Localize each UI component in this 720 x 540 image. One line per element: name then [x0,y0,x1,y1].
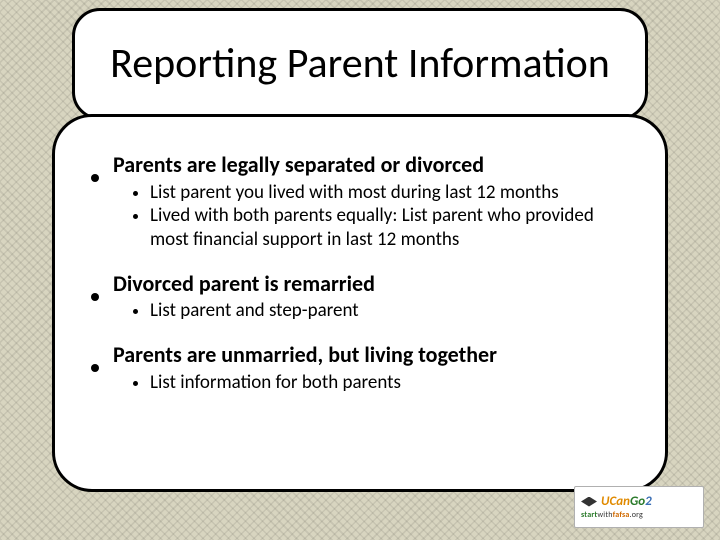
list-item: Parents are legally separated or divorce… [87,151,633,252]
sub-bullet-text: List parent you lived with most during l… [150,181,559,205]
tagline-part: .org [630,510,643,520]
sub-bullet-text: List parent and step-parent [150,299,359,323]
logo-part: Go [630,494,645,509]
footer-logo: UCanGo2 startwithfafsa.org [574,486,704,528]
sub-bullet-text: List information for both parents [150,371,401,395]
sub-list: List information for both parents [87,371,633,395]
bullet-icon [91,174,99,182]
logo-tagline: startwithfafsa.org [581,510,697,520]
bullet-icon [91,293,99,301]
bullet-text: Parents are legally separated or divorce… [113,151,484,179]
tagline-part: with [597,510,612,520]
grad-cap-icon [581,497,597,507]
list-item: Lived with both parents equally: List pa… [87,204,633,252]
tagline-part: start [581,510,597,520]
logo-brand-text: UCanGo2 [601,494,652,509]
bullet-icon [133,381,138,386]
bullet-icon [133,214,138,219]
logo-part: UCan [601,494,630,509]
bullet-icon [133,309,138,314]
logo-part: 2 [645,494,652,509]
content-container: Parents are legally separated or divorce… [52,114,668,492]
list-item: Parents are unmarried, but living togeth… [87,341,633,394]
list-item: List information for both parents [87,371,633,395]
bullet-icon [133,191,138,196]
tagline-part: fafsa [613,510,630,520]
bullet-text: Divorced parent is remarried [113,270,375,298]
sub-bullet-text: Lived with both parents equally: List pa… [150,204,633,252]
sub-list: List parent you lived with most during l… [87,181,633,252]
title-container: Reporting Parent Information [72,8,648,120]
sub-list: List parent and step-parent [87,299,633,323]
bullet-list: Parents are legally separated or divorce… [87,151,633,394]
bullet-icon [91,364,99,372]
slide-title: Reporting Parent Information [110,42,610,86]
list-item: List parent and step-parent [87,299,633,323]
bullet-text: Parents are unmarried, but living togeth… [113,341,497,369]
list-item: List parent you lived with most during l… [87,181,633,205]
list-item: Divorced parent is remarried List parent… [87,270,633,323]
logo-brand-row: UCanGo2 [581,494,697,509]
